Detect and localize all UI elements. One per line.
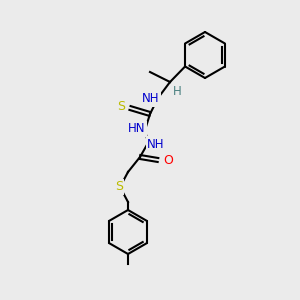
Text: H: H [173,85,182,98]
Text: NH: NH [147,137,165,151]
Text: S: S [115,181,123,194]
Text: HN: HN [128,122,146,136]
Text: NH: NH [142,92,160,106]
Text: O: O [163,154,173,166]
Text: S: S [117,100,125,113]
